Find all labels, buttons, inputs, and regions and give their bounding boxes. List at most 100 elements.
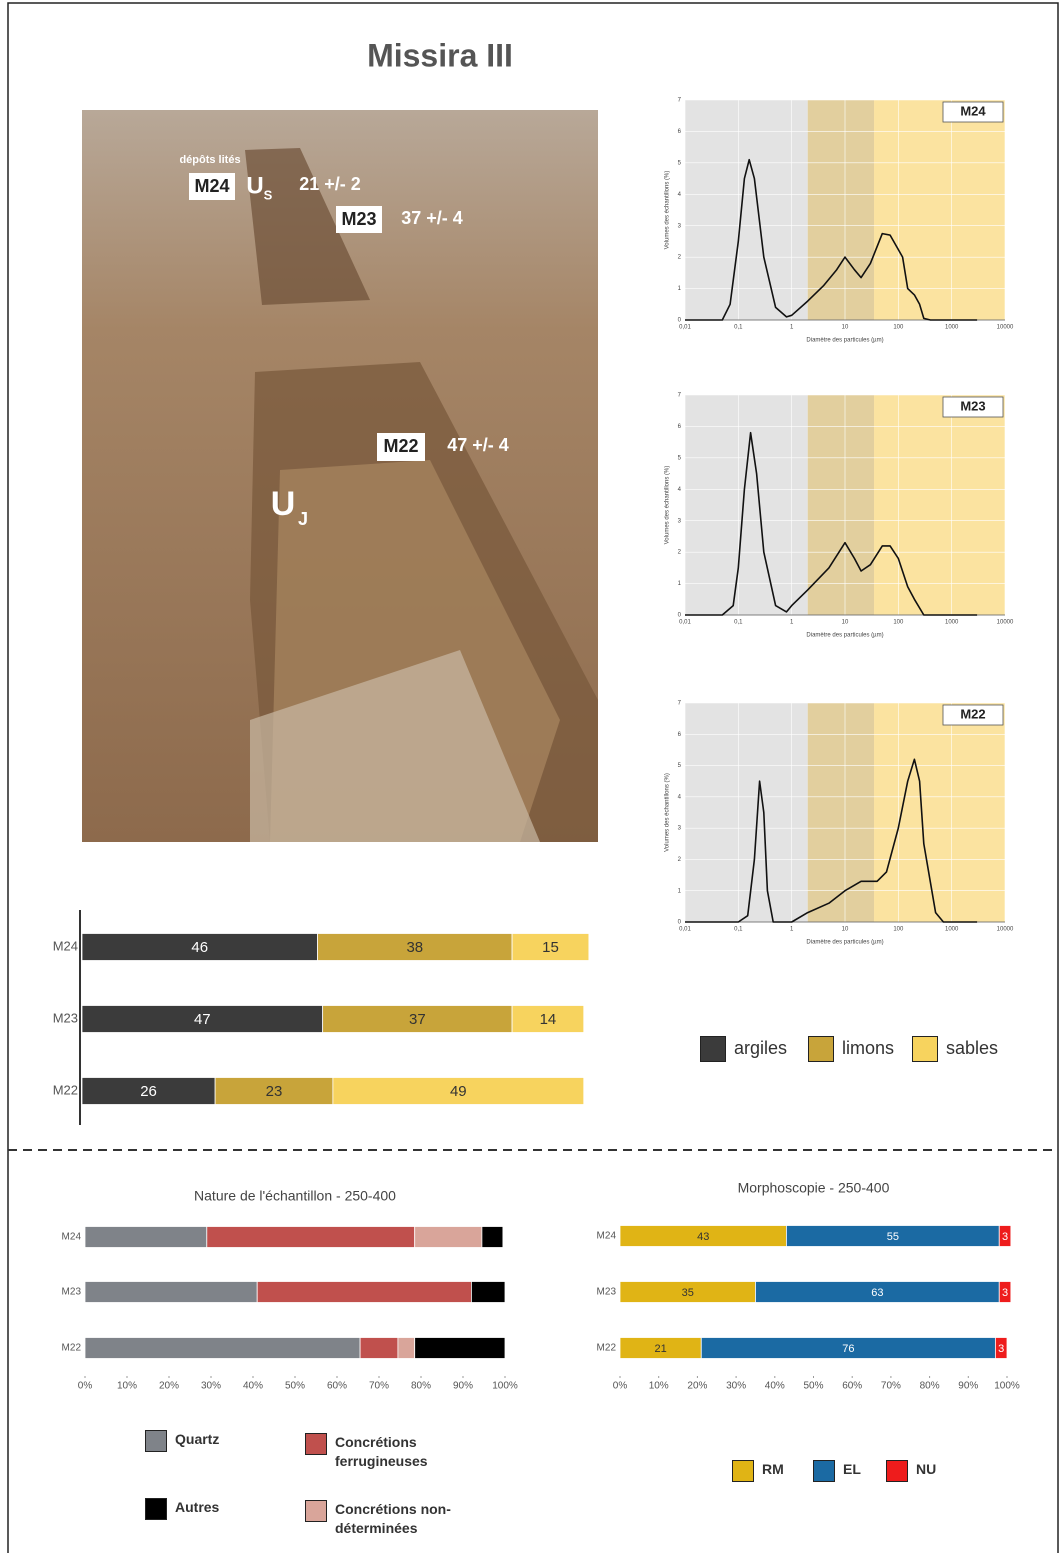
sample-box xyxy=(942,704,1004,726)
x-tick-label: 0% xyxy=(78,1381,93,1392)
x-tick-label: 1 xyxy=(790,620,794,626)
x-tick-label: 0% xyxy=(613,1381,628,1392)
photo-label: U xyxy=(246,172,263,199)
value-label: 26 xyxy=(140,1083,157,1100)
curve xyxy=(685,158,978,321)
frame xyxy=(7,2,1059,1553)
curve xyxy=(685,431,978,616)
x-tick-label: 0,1 xyxy=(734,927,743,933)
legend-swatch xyxy=(145,1430,167,1452)
x-tick-label: 50% xyxy=(285,1381,305,1392)
bar-segment xyxy=(470,1281,506,1303)
label-box xyxy=(377,433,425,461)
legend-item: Autres xyxy=(145,1498,305,1520)
bar-segment xyxy=(414,1226,483,1248)
x-axis-label: Diamètre des particules (µm) xyxy=(806,633,883,639)
legend-item: RM xyxy=(732,1460,822,1482)
bar-segment xyxy=(84,1281,258,1303)
legend-item: sables xyxy=(912,1036,1046,1062)
value-label: 47 xyxy=(194,1011,211,1028)
x-tick-label: 1000 xyxy=(945,927,959,933)
y-tick-label: 5 xyxy=(678,160,682,166)
y-tick-label: 2 xyxy=(678,857,682,863)
label-box xyxy=(189,173,235,200)
y-axis-label: Volumes des échantillons (%) xyxy=(665,466,671,545)
legend-label: Concrétions ferrugineuses xyxy=(335,1434,428,1469)
y-tick-label: 1 xyxy=(678,286,682,292)
legend-swatch xyxy=(813,1460,835,1482)
legend-label: argiles xyxy=(734,1038,788,1058)
photo-label: dépôts lités xyxy=(179,154,240,166)
legend-item: NU xyxy=(886,1460,976,1482)
y-tick-label: 4 xyxy=(678,794,682,800)
x-tick-label: 90% xyxy=(958,1381,978,1392)
x-tick-label: 10 xyxy=(842,620,849,626)
x-tick-label: 70% xyxy=(881,1381,901,1392)
x-tick-label: 1000 xyxy=(945,325,959,331)
photo-label: M22 xyxy=(383,436,418,456)
value-label: 21 xyxy=(655,1343,667,1355)
bar-segment xyxy=(998,1281,1012,1303)
bar-segment xyxy=(317,933,513,961)
zone xyxy=(874,395,1005,615)
photo-label: M23 xyxy=(341,209,376,229)
y-tick-label: 3 xyxy=(678,826,682,832)
legend-item: Concrétions non-déterminées xyxy=(305,1500,465,1538)
category-label: M24 xyxy=(62,1232,82,1243)
value-label: 63 xyxy=(871,1287,883,1299)
legend-label: sables xyxy=(946,1038,999,1058)
x-tick-label: 80% xyxy=(920,1381,940,1392)
zone xyxy=(685,703,808,922)
legend-item: EL xyxy=(813,1460,903,1482)
bar-segment xyxy=(414,1337,506,1359)
x-axis-label: Diamètre des particules (µm) xyxy=(806,338,883,344)
bar-segment xyxy=(511,1005,585,1033)
bar-segment xyxy=(214,1077,334,1105)
x-tick-label: 20% xyxy=(159,1381,179,1392)
x-tick-label: 60% xyxy=(327,1381,347,1392)
value-label: 76 xyxy=(842,1343,854,1355)
label-box xyxy=(336,206,382,233)
zone xyxy=(685,100,808,320)
value-label: 14 xyxy=(540,1011,557,1028)
bar-segment xyxy=(81,933,318,961)
photo-label: 47 +/- 4 xyxy=(447,435,509,455)
x-tick-label: 0,01 xyxy=(679,325,691,331)
x-tick-label: 70% xyxy=(369,1381,389,1392)
chart-title: Nature de l'échantillon - 250-400 xyxy=(194,1188,396,1204)
y-axis-label: Volumes des échantillons (%) xyxy=(665,171,671,250)
x-tick-label: 10% xyxy=(117,1381,137,1392)
category-label: M23 xyxy=(62,1287,82,1298)
value-label: 15 xyxy=(542,939,559,956)
trench-upper xyxy=(245,148,370,305)
y-tick-label: 7 xyxy=(678,701,682,707)
y-tick-label: 1 xyxy=(678,888,682,894)
legend-swatch xyxy=(305,1433,327,1455)
x-tick-label: 100 xyxy=(893,325,904,331)
zone xyxy=(807,703,875,922)
curve xyxy=(685,758,978,923)
photo-label: J xyxy=(298,509,308,529)
x-tick-label: 0,1 xyxy=(734,325,743,331)
bar-segment xyxy=(81,1077,216,1105)
y-tick-label: 4 xyxy=(678,487,682,493)
x-tick-label: 100 xyxy=(893,927,904,933)
x-tick-label: 80% xyxy=(411,1381,431,1392)
category-label: M24 xyxy=(53,938,78,953)
value-label: 46 xyxy=(191,939,208,956)
bar-segment xyxy=(994,1337,1008,1359)
x-tick-label: 10000 xyxy=(997,927,1014,933)
x-tick-label: 10000 xyxy=(997,325,1014,331)
y-tick-label: 0 xyxy=(678,318,682,324)
x-tick-label: 100% xyxy=(492,1381,518,1392)
category-label: M24 xyxy=(597,1231,617,1242)
x-tick-label: 10 xyxy=(842,927,849,933)
bar-segment xyxy=(511,933,590,961)
bar-segment xyxy=(322,1005,513,1033)
legend-label: Concrétions non-déterminées xyxy=(335,1501,451,1536)
value-label: 35 xyxy=(682,1287,694,1299)
x-tick-label: 40% xyxy=(243,1381,263,1392)
legend-swatch xyxy=(808,1036,834,1062)
x-tick-label: 60% xyxy=(842,1381,862,1392)
